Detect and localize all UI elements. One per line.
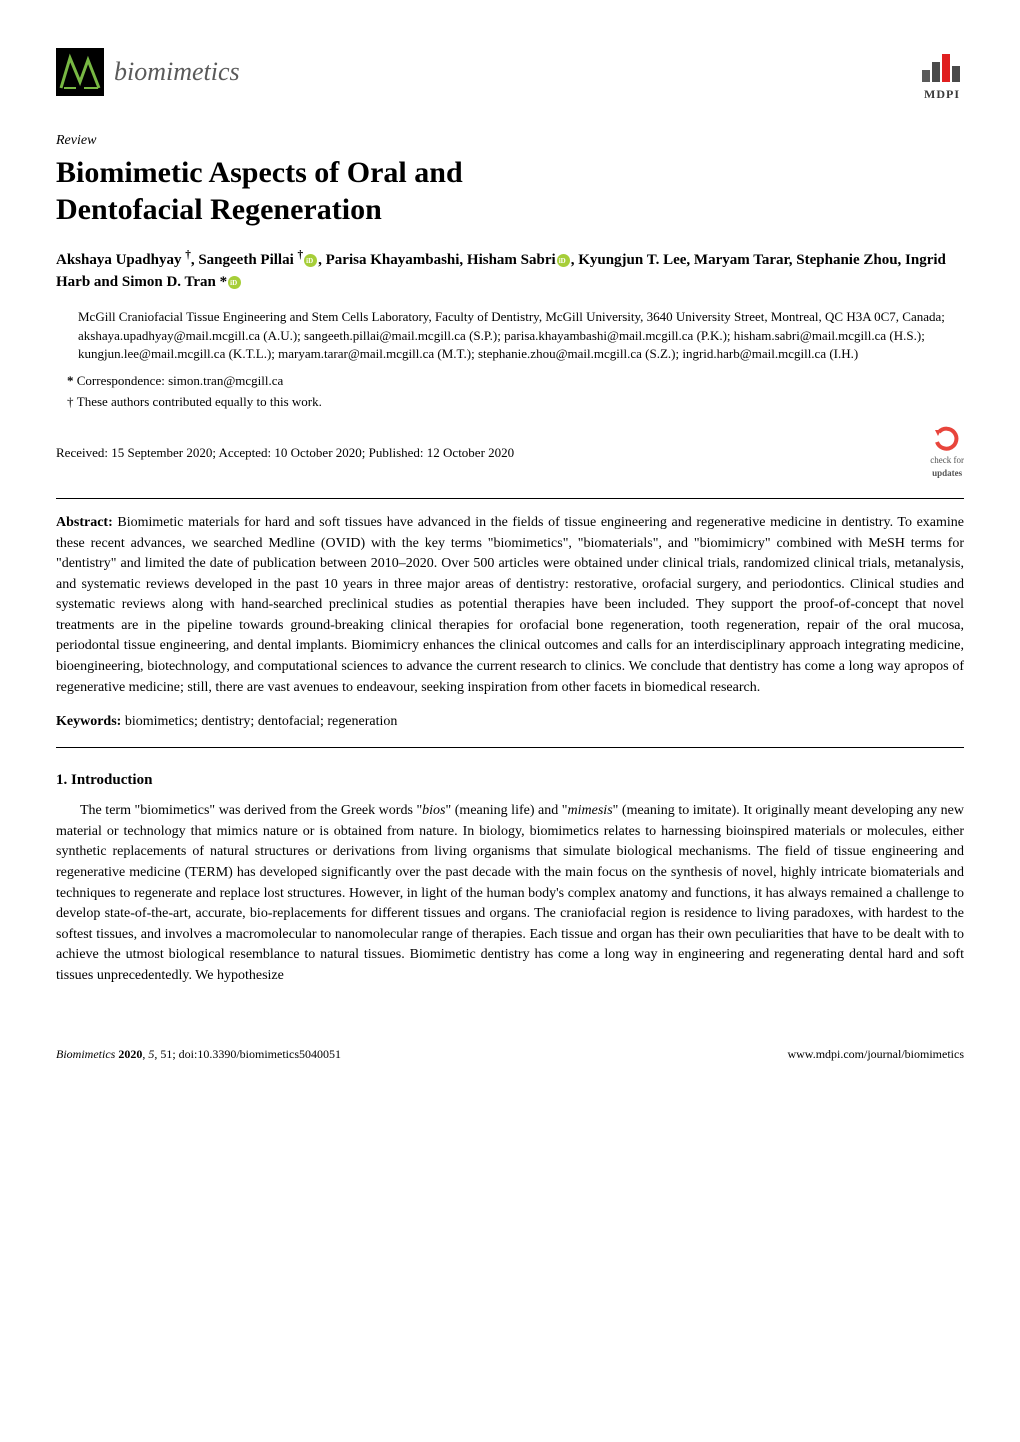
article-title: Biomimetic Aspects of Oral and Dentofaci… <box>56 154 964 229</box>
affiliations: McGill Craniofacial Tissue Engineering a… <box>56 308 964 365</box>
body-paragraph: The term "biomimetics" was derived from … <box>56 801 964 986</box>
check-label: check for <box>930 454 964 467</box>
page-footer: Biomimetics 2020, 5, 51; doi:10.3390/bio… <box>56 1046 964 1063</box>
mdpi-logo-icon <box>920 48 964 84</box>
orcid-icon <box>228 276 241 289</box>
title-line: Dentofacial Regeneration <box>56 193 382 226</box>
page-header: biomimetics MDPI <box>56 48 964 103</box>
keywords-body: biomimetics; dentistry; dentofacial; reg… <box>121 714 397 729</box>
abstract-paragraph: Abstract: Biomimetic materials for hard … <box>56 513 964 698</box>
article-type: Review <box>56 131 964 151</box>
correspondence: * Correspondence: simon.tran@mcgill.ca <box>56 372 964 391</box>
dates-row: Received: 15 September 2020; Accepted: 1… <box>56 426 964 480</box>
footer-url: www.mdpi.com/journal/biomimetics <box>787 1046 964 1063</box>
orcid-icon <box>557 254 570 267</box>
journal-logo-icon <box>56 48 104 96</box>
abstract-body: Biomimetic materials for hard and soft t… <box>56 515 964 695</box>
keywords-paragraph: Keywords: biomimetics; dentistry; dentof… <box>56 712 964 732</box>
contribution-note: † These authors contributed equally to t… <box>56 393 964 412</box>
correspondence-text: Correspondence: simon.tran@mcgill.ca <box>77 373 284 388</box>
publisher-name: MDPI <box>924 86 960 103</box>
section-heading: 1. Introduction <box>56 770 964 792</box>
keywords-label: Keywords: <box>56 714 121 729</box>
journal-logo: biomimetics <box>56 48 240 96</box>
publication-dates: Received: 15 September 2020; Accepted: 1… <box>56 444 514 463</box>
footer-citation: Biomimetics 2020, 5, 51; doi:10.3390/bio… <box>56 1046 341 1063</box>
authors-list: Akshaya Upadhyay †, Sangeeth Pillai †, P… <box>56 247 964 294</box>
publisher-logo: MDPI <box>920 48 964 103</box>
check-updates-badge[interactable]: check for updates <box>930 426 964 480</box>
orcid-icon <box>304 254 317 267</box>
title-line: Biomimetic Aspects of Oral and <box>56 156 463 189</box>
check-updates-icon <box>933 426 961 454</box>
abstract-label: Abstract: <box>56 515 113 530</box>
contribution-text: These authors contributed equally to thi… <box>77 394 322 409</box>
journal-name: biomimetics <box>114 53 240 91</box>
abstract-section: Abstract: Biomimetic materials for hard … <box>56 498 964 748</box>
check-label: updates <box>932 467 962 480</box>
